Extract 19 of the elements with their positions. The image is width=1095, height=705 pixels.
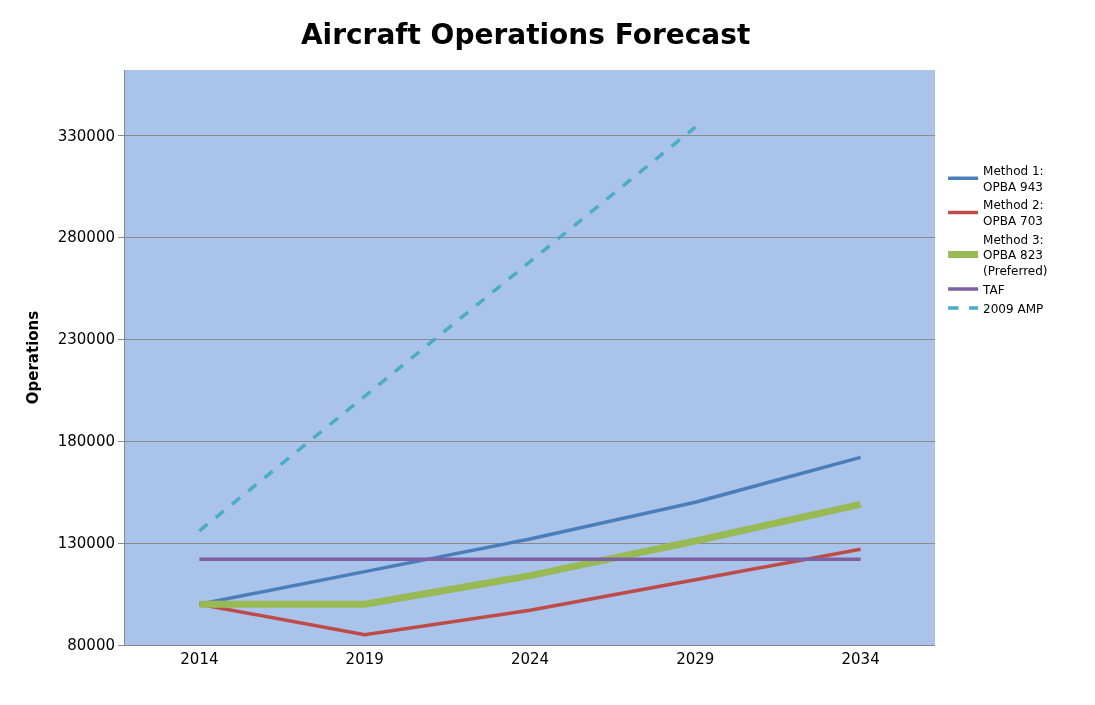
line-series [197, 125, 698, 533]
y-tick-label: 330000 [57, 126, 115, 145]
chart-title: Aircraft Operations Forecast [300, 18, 751, 52]
y-tick-label: 280000 [57, 228, 115, 247]
y-tick-label: 230000 [57, 330, 115, 349]
legend-label: Method 3: OPBA 823 (Preferred) [983, 232, 1048, 278]
y-tick-label: 180000 [57, 432, 115, 451]
legend-label: Method 1: OPBA 943 [983, 164, 1044, 194]
x-tick-label: 2019 [345, 650, 384, 668]
x-tick-label: 2024 [510, 650, 550, 668]
x-tick-label: 2029 [676, 650, 715, 668]
legend-label: Method 2: OPBA 703 [983, 198, 1044, 229]
legend-label: TAF [982, 282, 1005, 297]
y-axis-title: Operations [23, 310, 42, 405]
y-tick-label: 80000 [67, 636, 115, 655]
x-tick-label: 2014 [180, 650, 219, 668]
x-tick-label: 2034 [841, 650, 880, 668]
y-tick-label: 130000 [57, 534, 115, 553]
legend-label: 2009 AMP [983, 301, 1044, 316]
